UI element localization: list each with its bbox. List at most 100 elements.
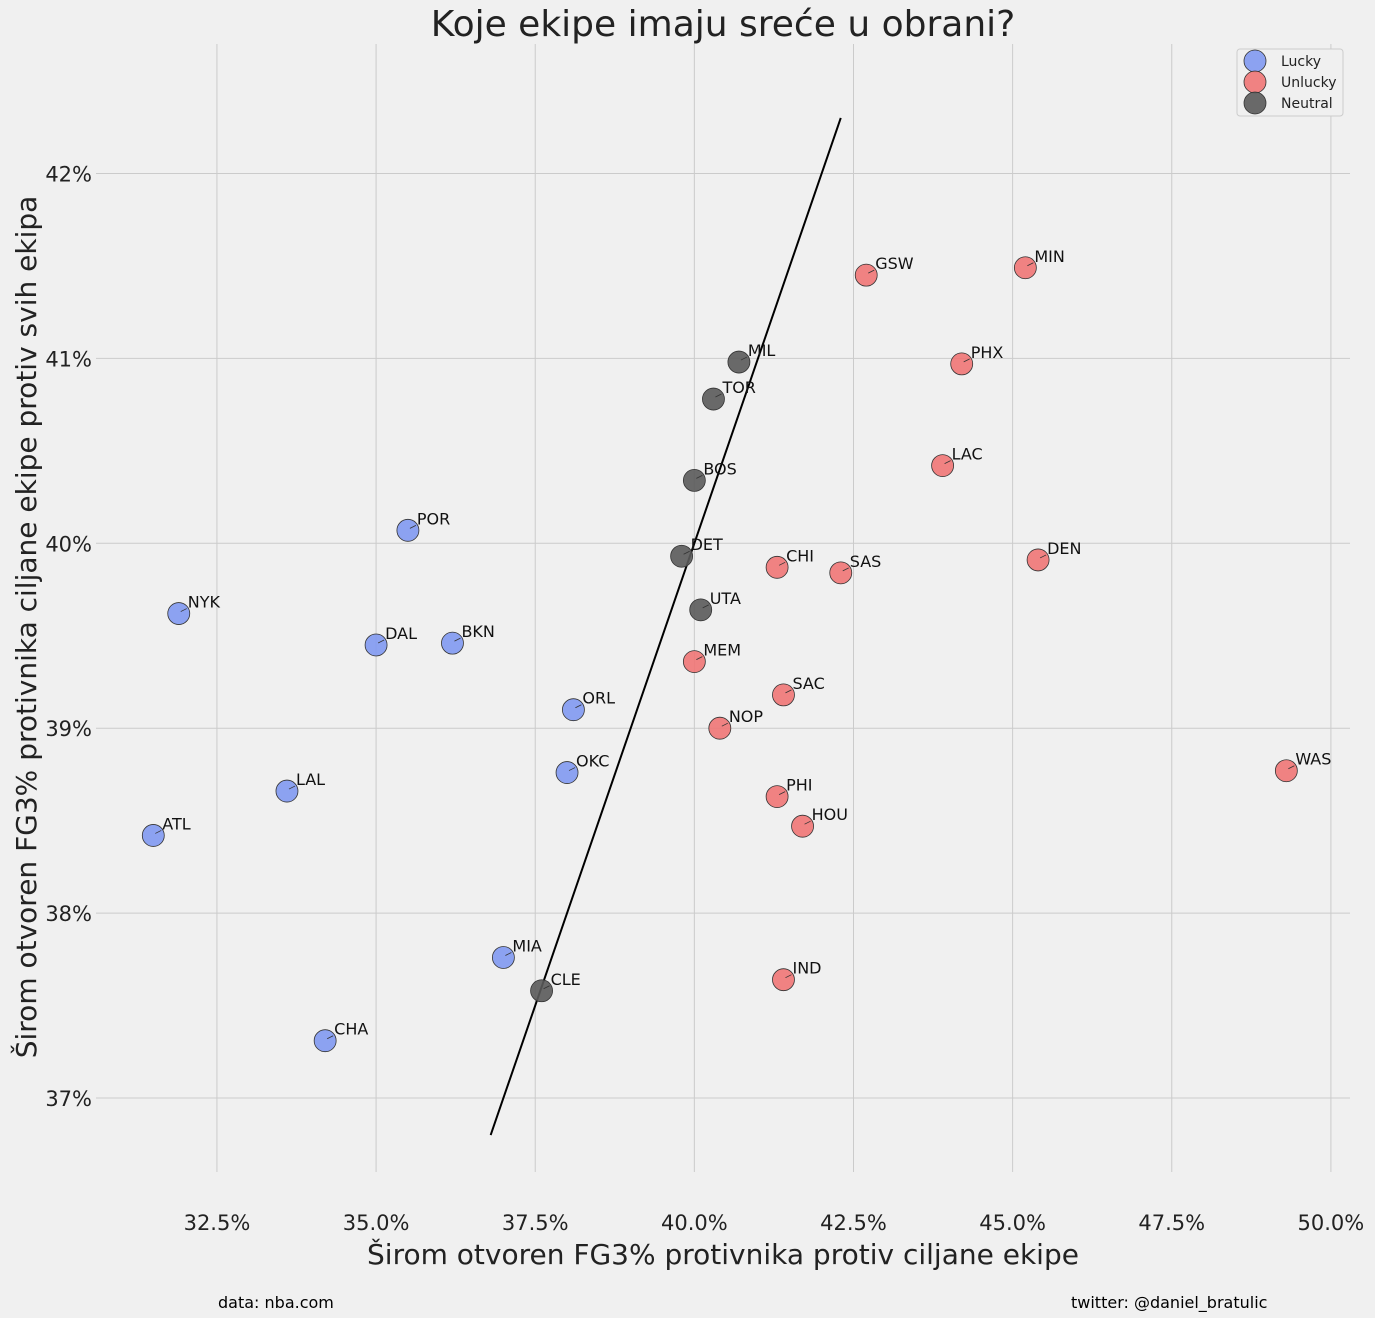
data-label-mia: MIA bbox=[512, 936, 542, 955]
label-pointer bbox=[568, 767, 576, 771]
label-pointer bbox=[740, 356, 748, 361]
data-label-nyk: NYK bbox=[188, 593, 221, 612]
data-point-phi bbox=[765, 785, 789, 809]
label-pointer bbox=[944, 460, 951, 464]
chart-title: Koje ekipe imaju sreće u obrani? bbox=[431, 4, 1016, 45]
label-pointer bbox=[1039, 554, 1047, 559]
data-point-bos bbox=[682, 469, 706, 492]
label-pointer bbox=[721, 722, 728, 727]
data-point-mem bbox=[682, 650, 706, 674]
data-label-bkn: BKN bbox=[461, 622, 494, 641]
data-label-lal: LAL bbox=[296, 770, 325, 789]
data-label-hou: HOU bbox=[812, 805, 848, 824]
label-pointer bbox=[842, 567, 849, 572]
label-pointer bbox=[155, 830, 162, 834]
data-label-ind: IND bbox=[792, 959, 821, 978]
label-pointer bbox=[288, 785, 296, 790]
data-point-gsw bbox=[854, 263, 878, 287]
axes: 32.5% 35.0% 37.5% 40.0% 42.5% 45.0% 47.5% 50.0%… bbox=[45, 162, 1364, 1235]
data-point-nyk bbox=[167, 602, 191, 625]
label-pointer bbox=[1288, 765, 1295, 770]
data-label-orl: ORL bbox=[582, 689, 615, 708]
data-point-sac bbox=[772, 683, 795, 707]
data-label-atl: ATL bbox=[162, 814, 190, 833]
data-point-mil bbox=[727, 350, 751, 374]
label-pointer bbox=[785, 689, 792, 694]
data-point-det bbox=[670, 544, 694, 568]
data-point-cha bbox=[313, 1029, 337, 1053]
reference-line bbox=[489, 117, 842, 1136]
y-tick-label: 39% bbox=[45, 717, 92, 741]
label-pointer bbox=[683, 550, 690, 555]
x-tick-label: 50.0% bbox=[1298, 1211, 1365, 1235]
data-point-uta bbox=[689, 598, 713, 622]
legend-marker-lucky bbox=[1243, 49, 1267, 73]
label-pointer bbox=[696, 475, 703, 479]
x-tick-label: 32.5% bbox=[184, 1211, 251, 1235]
label-pointer bbox=[804, 820, 811, 825]
label-pointer bbox=[785, 974, 792, 979]
legend: Lucky Unlucky Neutral bbox=[1236, 48, 1344, 117]
data-label-phi: PHI bbox=[786, 776, 812, 795]
x-tick-label: 35.0% bbox=[343, 1211, 410, 1235]
data-point-okc bbox=[555, 761, 579, 784]
data-point-bkn bbox=[441, 631, 464, 655]
label-pointer bbox=[180, 608, 187, 612]
x-tick-label: 37.5% bbox=[502, 1211, 569, 1235]
data-point-cle bbox=[530, 979, 553, 1003]
data-point-por bbox=[396, 518, 420, 542]
label-pointer bbox=[778, 791, 786, 795]
x-tick-label: 45.0% bbox=[979, 1211, 1046, 1235]
label-pointer bbox=[868, 269, 875, 274]
data-label-gsw: GSW bbox=[875, 254, 914, 273]
data-label-tor: TOR bbox=[721, 378, 755, 397]
data-point-chi bbox=[765, 555, 789, 579]
data-point-atl bbox=[141, 824, 165, 847]
data-point-lal bbox=[275, 779, 299, 803]
label-pointer bbox=[696, 656, 703, 660]
y-axis-label: Širom otvoren FG3% protivnika ciljane ek… bbox=[9, 196, 43, 1059]
data-point-sas bbox=[829, 561, 853, 585]
data-label-min: MIN bbox=[1034, 247, 1065, 266]
data-point-lac bbox=[931, 454, 955, 478]
diagonal-line bbox=[489, 117, 842, 1136]
x-axis-label: Širom otvoren FG3% protivnika protiv cil… bbox=[367, 1237, 1079, 1271]
data-label-bos: BOS bbox=[703, 459, 736, 478]
x-tick-label: 40.0% bbox=[661, 1211, 728, 1235]
data-point-den bbox=[1026, 548, 1050, 572]
data-label-cha: CHA bbox=[334, 1020, 368, 1039]
data-point-was bbox=[1274, 759, 1298, 783]
label-pointer bbox=[454, 637, 461, 642]
data-label-dal: DAL bbox=[385, 624, 417, 643]
data-label-den: DEN bbox=[1047, 539, 1081, 558]
data-label-por: POR bbox=[417, 509, 450, 528]
data-points: NYK ATL LAL CHA DAL POR BKN MIA ORL OKC GSW MIN PHX L… bbox=[141, 247, 1331, 1053]
data-label-chi: CHI bbox=[786, 546, 814, 565]
data-label-was: WAS bbox=[1295, 750, 1331, 769]
label-pointer bbox=[963, 358, 970, 363]
data-label-phx: PHX bbox=[971, 343, 1004, 362]
credit-note: twitter: @daniel_bratulic bbox=[1071, 1293, 1268, 1312]
data-label-det: DET bbox=[691, 535, 723, 554]
data-point-hou bbox=[791, 814, 814, 838]
legend-marker-neutral bbox=[1243, 91, 1267, 115]
y-tick-label: 42% bbox=[45, 162, 92, 186]
label-pointer bbox=[715, 393, 722, 398]
data-label-cle: CLE bbox=[551, 970, 581, 989]
data-label-uta: UTA bbox=[710, 589, 741, 608]
label-pointer bbox=[326, 1035, 334, 1040]
source-note: data: nba.com bbox=[218, 1293, 334, 1312]
legend-label-unlucky: Unlucky bbox=[1281, 75, 1336, 91]
data-label-mil: MIL bbox=[748, 341, 776, 360]
x-tick-label: 47.5% bbox=[1138, 1211, 1205, 1235]
y-tick-label: 38% bbox=[45, 902, 92, 926]
data-label-mem: MEM bbox=[703, 641, 741, 660]
data-point-ind bbox=[772, 968, 795, 992]
legend-marker-unlucky bbox=[1243, 70, 1267, 94]
data-point-tor bbox=[702, 387, 725, 411]
data-label-sas: SAS bbox=[850, 552, 882, 571]
data-label-sac: SAC bbox=[792, 674, 824, 693]
label-pointer bbox=[575, 704, 582, 709]
legend-label-neutral: Neutral bbox=[1281, 96, 1333, 112]
label-pointer bbox=[778, 561, 786, 566]
